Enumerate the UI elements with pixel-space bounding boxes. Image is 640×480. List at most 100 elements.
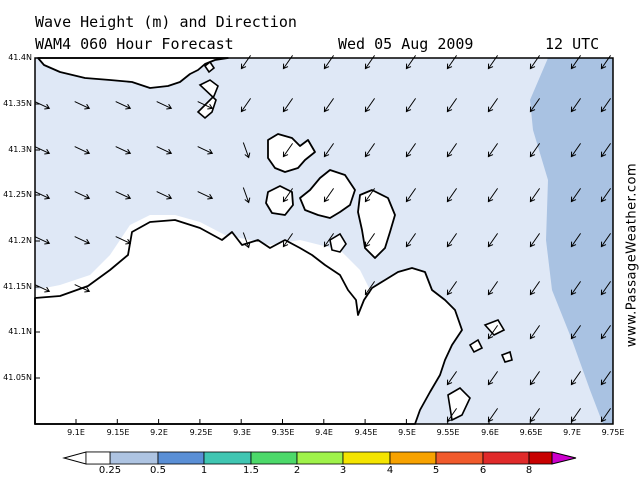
- land-north-coast: [37, 57, 229, 89]
- legend-swatch: [482, 451, 530, 465]
- legend-min-arrow: [62, 451, 87, 465]
- wave-arrow: [74, 146, 91, 155]
- lon-label-9-65: 9.65E: [519, 428, 543, 437]
- lon-label-9-7: 9.7E: [563, 428, 581, 437]
- wave-arrow: [487, 408, 499, 423]
- wave-arrow: [600, 371, 612, 386]
- wave-arrow: [197, 146, 214, 155]
- legend-label-8: 6: [479, 465, 487, 476]
- legend-label-9: 8: [525, 465, 533, 476]
- legend-label-5: 3: [339, 465, 347, 476]
- legend-swatch: [109, 451, 159, 465]
- wave-arrow: [529, 233, 541, 248]
- wave-arrow: [600, 143, 612, 158]
- wave-arrow: [570, 98, 582, 113]
- legend-swatch: [435, 451, 484, 465]
- lat-label-41-3: 41.3N: [8, 145, 32, 154]
- lon-label-9-25: 9.25E: [189, 428, 213, 437]
- wave-arrow: [487, 281, 499, 296]
- wave-arrow: [282, 188, 294, 203]
- wave-arrow: [487, 143, 499, 158]
- wave-arrow: [570, 325, 582, 340]
- wave-arrow: [600, 98, 612, 113]
- lon-label-9-5: 9.5E: [398, 428, 416, 437]
- wave-arrow: [156, 146, 173, 155]
- wave-arrow: [197, 191, 214, 200]
- wave-arrow: [600, 281, 612, 296]
- wave-arrow: [74, 191, 91, 200]
- lat-label-41-05: 41.05N: [3, 373, 32, 382]
- lat-label-41-2: 41.2N: [8, 236, 32, 245]
- wave-arrow: [74, 236, 91, 245]
- wave-arrow: [570, 188, 582, 203]
- land-island-3: [299, 169, 356, 219]
- wave-arrow: [405, 143, 417, 158]
- legend-label-7: 5: [432, 465, 440, 476]
- forecast-date: Wed 05 Aug 2009: [338, 35, 474, 53]
- legend-label-4: 2: [293, 465, 301, 476]
- legend-swatch: [85, 451, 111, 465]
- wave-arrow: [34, 284, 51, 293]
- land-island-4: [357, 189, 396, 259]
- land-islet-5: [329, 232, 347, 253]
- wave-arrow: [600, 188, 612, 203]
- lon-label-9-35: 9.35E: [271, 428, 295, 437]
- lon-label-9-3: 9.3E: [233, 428, 251, 437]
- wave-arrow: [242, 232, 251, 249]
- lon-label-9-75: 9.75E: [601, 428, 625, 437]
- wave-arrow: [529, 371, 541, 386]
- legend-swatch: [389, 451, 437, 465]
- wave-arrow: [34, 146, 51, 155]
- wave-arrow: [364, 188, 376, 203]
- wave-arrow: [242, 187, 251, 204]
- legend-label-0: 0.25: [98, 465, 122, 476]
- chart-title: Wave Height (m) and Direction: [35, 13, 297, 31]
- wave-arrow: [282, 143, 294, 158]
- wave-arrow: [34, 101, 51, 110]
- wave-arrow: [34, 191, 51, 200]
- lat-label-41-25: 41.25N: [3, 190, 32, 199]
- wave-arrow: [282, 233, 294, 248]
- wave-arrow: [600, 233, 612, 248]
- lat-label-41-35: 41.35N: [3, 99, 32, 108]
- sea-moderate-region: [530, 58, 613, 424]
- lat-label-41-15: 41.15N: [3, 282, 32, 291]
- wave-arrow: [446, 143, 458, 158]
- wave-arrow: [529, 143, 541, 158]
- lat-label-41-1: 41.1N: [8, 327, 32, 336]
- land-islet-north2: [203, 60, 216, 74]
- wave-arrow: [446, 233, 458, 248]
- wave-arrow: [487, 98, 499, 113]
- land-sardinia: [34, 219, 463, 425]
- legend-swatch: [250, 451, 298, 465]
- map-frame: [34, 57, 614, 425]
- wave-arrow: [600, 325, 612, 340]
- wave-arrow: [570, 371, 582, 386]
- legend-label-2: 1: [200, 465, 208, 476]
- wave-arrow: [115, 101, 132, 110]
- wave-arrow: [115, 236, 132, 245]
- legend-max-arrow: [551, 451, 577, 465]
- wave-arrow: [446, 281, 458, 296]
- wave-arrow: [529, 325, 541, 340]
- wave-arrow: [487, 233, 499, 248]
- lon-label-9-2: 9.2E: [150, 428, 168, 437]
- legend-swatch: [203, 451, 252, 465]
- wave-direction-arrows: [34, 55, 612, 423]
- chart-subtitle: WAM4 060 Hour Forecast: [35, 35, 234, 53]
- wave-arrow: [487, 325, 499, 340]
- land-islet-north: [196, 79, 219, 120]
- wave-arrow: [364, 233, 376, 248]
- land-island-2: [265, 185, 294, 216]
- lon-label-9-1: 9.1E: [67, 428, 85, 437]
- lon-label-9-55: 9.55E: [436, 428, 460, 437]
- wave-arrow: [529, 98, 541, 113]
- wave-arrow: [600, 408, 612, 423]
- land-islet-se3: [468, 338, 484, 354]
- wave-arrow: [323, 188, 335, 203]
- wave-arrow: [446, 98, 458, 113]
- lon-label-9-15: 9.15E: [106, 428, 130, 437]
- wave-arrow: [405, 233, 417, 248]
